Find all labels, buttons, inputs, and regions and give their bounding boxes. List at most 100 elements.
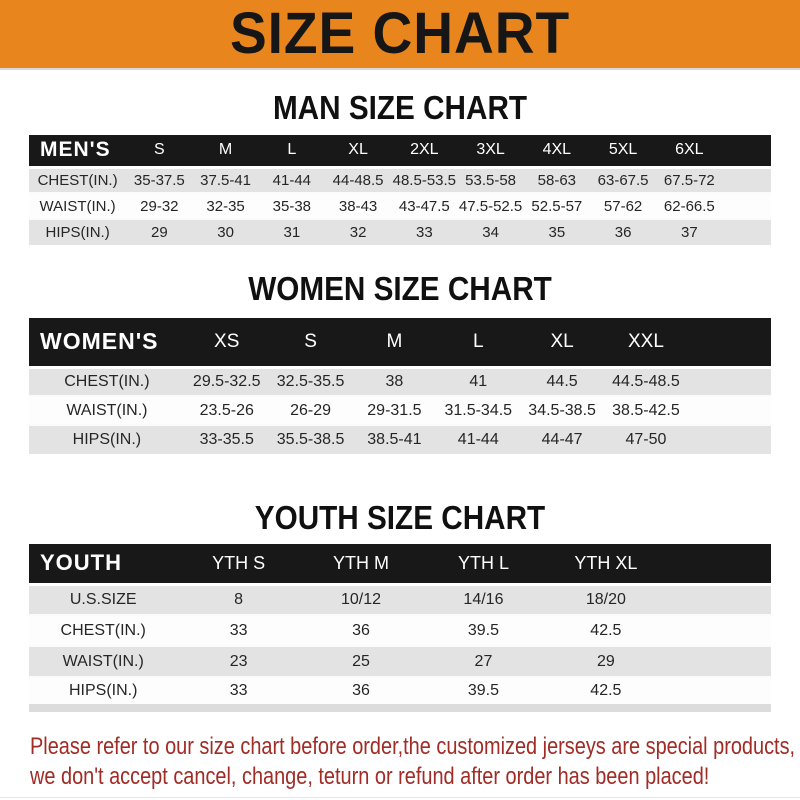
row-label: WAIST(IN.) — [29, 395, 185, 425]
measurement-row: WAIST(IN.) 23 25 27 29 — [29, 645, 771, 677]
size-value-cell: 35-38 — [258, 192, 325, 219]
size-value-cell: 25 — [299, 645, 423, 677]
size-value-cell: 32.5-35.5 — [268, 366, 353, 396]
size-value-cell: 53.5-58 — [457, 166, 524, 193]
youth-size-section: YOUTH SIZE CHART YOUTH YTH S YTH M YTH L YTH… — [0, 500, 800, 712]
size-column-header: XS — [184, 318, 269, 369]
size-value-cell: 44.5-48.5 — [604, 366, 688, 396]
size-value-cell: 34 — [457, 218, 524, 245]
size-value-cell: 14/16 — [422, 583, 545, 615]
header-spacer — [667, 544, 771, 586]
size-column-header: YTH XL — [544, 544, 668, 586]
header-spacer — [687, 318, 771, 369]
size-column-header: 2XL — [391, 135, 458, 169]
size-value-cell: 44-48.5 — [324, 166, 392, 193]
size-value-cell: 62-66.5 — [656, 192, 723, 219]
size-value-cell: 29 — [126, 218, 193, 245]
row-spacer — [722, 192, 771, 219]
size-value-cell: 47-50 — [604, 424, 688, 454]
size-value-cell: 32-35 — [192, 192, 259, 219]
size-value-cell: 29.5-32.5 — [184, 366, 269, 396]
charts-area: MAN SIZE CHART MEN'S S M L XL 2XL 3XL 4XL 5XL 6XL… — [0, 90, 800, 712]
size-value-cell: 29-31.5 — [352, 395, 437, 425]
size-value-cell: 8 — [177, 583, 300, 615]
youth-section-title: YOUTH SIZE CHART — [254, 499, 546, 536]
measurement-row: CHEST(IN.) 29.5-32.5 32.5-35.5 38 41 44.5 44.5… — [29, 366, 771, 396]
size-column-header: L — [258, 135, 325, 169]
row-label: CHEST(IN.) — [29, 614, 178, 646]
bottom-edge-line — [0, 797, 800, 798]
size-value-cell: 41 — [436, 366, 521, 396]
size-value-cell: 41-44 — [258, 166, 325, 193]
measurement-row: HIPS(IN.) 29 30 31 32 33 34 35 36 37 — [29, 218, 771, 245]
size-value-cell: 33 — [177, 676, 300, 708]
measurement-row: CHEST(IN.) 35-37.5 37.5-41 41-44 44-48.5 48.5… — [29, 166, 771, 193]
size-value-cell: 31 — [258, 218, 325, 245]
size-header-row: MEN'S S M L XL 2XL 3XL 4XL 5XL 6XL — [29, 135, 771, 169]
size-value-cell: 27 — [422, 645, 545, 677]
size-value-cell: 23 — [177, 645, 300, 677]
size-value-cell: 35.5-38.5 — [268, 424, 353, 454]
size-value-cell: 42.5 — [544, 614, 668, 646]
size-column-header: M — [352, 318, 437, 369]
size-value-cell: 35 — [523, 218, 590, 245]
size-value-cell: 38.5-41 — [352, 424, 437, 454]
men-size-section: MAN SIZE CHART MEN'S S M L XL 2XL 3XL 4XL 5XL 6XL… — [0, 90, 800, 245]
size-value-cell: 38-43 — [324, 192, 392, 219]
size-column-header: YTH L — [422, 544, 545, 586]
size-value-cell: 43-47.5 — [391, 192, 458, 219]
footer-note-line-1: Please refer to our size chart before or… — [30, 733, 796, 760]
size-value-cell: 26-29 — [268, 395, 353, 425]
row-spacer — [667, 583, 771, 615]
size-value-cell: 30 — [192, 218, 259, 245]
women-section-title: WOMEN SIZE CHART — [248, 270, 552, 307]
row-label: HIPS(IN.) — [29, 424, 185, 454]
size-value-cell: 33 — [177, 614, 300, 646]
size-value-cell: 36 — [299, 614, 423, 646]
size-value-cell: 10/12 — [299, 583, 423, 615]
size-value-cell: 18/20 — [544, 583, 668, 615]
row-label: CHEST(IN.) — [29, 166, 127, 193]
size-value-cell: 36 — [589, 218, 657, 245]
size-value-cell: 36 — [299, 676, 423, 708]
size-value-cell: 57-62 — [589, 192, 657, 219]
size-column-header: XXL — [604, 318, 688, 369]
size-value-cell: 23.5-26 — [184, 395, 269, 425]
row-spacer — [722, 218, 771, 245]
row-label: HIPS(IN.) — [29, 218, 127, 245]
size-value-cell: 39.5 — [422, 676, 545, 708]
measurement-row: HIPS(IN.) 33-35.5 35.5-38.5 38.5-41 41-44 44-… — [29, 424, 771, 454]
row-spacer — [687, 395, 771, 425]
header-spacer — [722, 135, 771, 169]
size-column-header: S — [268, 318, 353, 369]
size-column-header: 5XL — [589, 135, 657, 169]
measurement-row: HIPS(IN.) 33 36 39.5 42.5 — [29, 676, 771, 708]
size-value-cell: 29-32 — [126, 192, 193, 219]
size-value-cell: 44-47 — [520, 424, 605, 454]
size-value-cell: 44.5 — [520, 366, 605, 396]
size-value-cell: 67.5-72 — [656, 166, 723, 193]
size-value-cell: 58-63 — [523, 166, 590, 193]
table-group-label: MEN'S — [29, 135, 127, 169]
measurement-row: CHEST(IN.) 33 36 39.5 42.5 — [29, 614, 771, 646]
men-size-table: MEN'S S M L XL 2XL 3XL 4XL 5XL 6XL CHEST(IN.) 35-37… — [29, 135, 771, 245]
size-value-cell: 37.5-41 — [192, 166, 259, 193]
men-section-title: MAN SIZE CHART — [272, 89, 528, 126]
row-label: HIPS(IN.) — [29, 676, 178, 708]
size-value-cell: 33-35.5 — [184, 424, 269, 454]
youth-size-table: YOUTH YTH S YTH M YTH L YTH XL U.S.SIZE 8 10/12… — [29, 544, 771, 712]
size-column-header: 4XL — [523, 135, 590, 169]
women-size-table: WOMEN'S XS S M L XL XXL CHEST(IN.) 29.5-32.5 32.5… — [29, 318, 771, 454]
footer-note-line-2: we don't accept cancel, change, teturn o… — [30, 763, 710, 790]
size-value-cell: 42.5 — [544, 676, 668, 708]
row-label: CHEST(IN.) — [29, 366, 185, 396]
measurement-row: WAIST(IN.) 29-32 32-35 35-38 38-43 43-47.5 47.… — [29, 192, 771, 219]
banner: SIZE CHART — [0, 0, 800, 70]
size-header-row: WOMEN'S XS S M L XL XXL — [29, 318, 771, 369]
measurement-row: U.S.SIZE 8 10/12 14/16 18/20 — [29, 583, 771, 615]
row-spacer — [687, 424, 771, 454]
size-value-cell: 63-67.5 — [589, 166, 657, 193]
row-label: U.S.SIZE — [29, 583, 178, 615]
table-group-label: YOUTH — [29, 544, 178, 586]
size-value-cell: 35-37.5 — [126, 166, 193, 193]
